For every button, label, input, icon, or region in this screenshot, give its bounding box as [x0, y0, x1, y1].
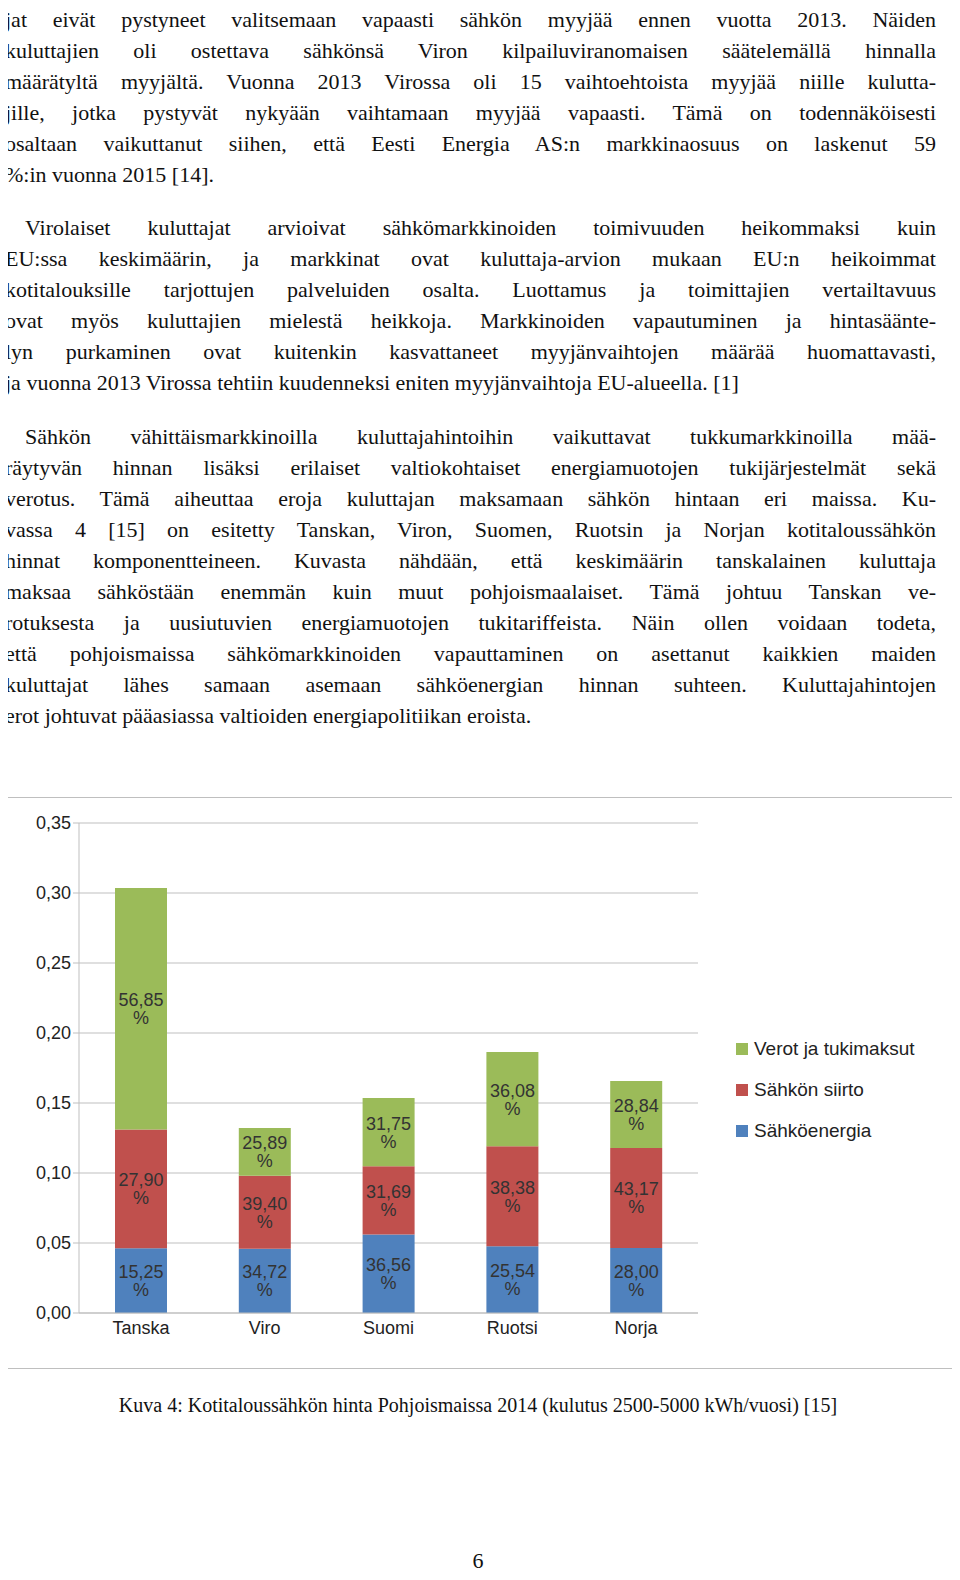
svg-text:0,15: 0,15 [36, 1093, 71, 1113]
html-text:jat eivät pystyneet valitsemaa: jat eivät pystyneet valitsemaan vapaasti… [5, 7, 936, 32]
svg-text:Viro: Viro [249, 1318, 281, 1338]
svg-text:31,75%: 31,75% [366, 1114, 411, 1152]
svg-text:34,72%: 34,72% [242, 1262, 287, 1300]
svg-text:38,38%: 38,38% [490, 1178, 535, 1216]
svg-text:27,90%: 27,90% [118, 1170, 163, 1208]
svg-text:0,05: 0,05 [36, 1233, 71, 1253]
html-text:vassa 4 [15] on esitetty Tansk: vassa 4 [15] on esitetty Tanskan, Viron,… [5, 517, 936, 542]
svg-text:56,85%: 56,85% [118, 990, 163, 1028]
html-text:hinnat komponentteineen. Kuvas: hinnat komponentteineen. Kuvasta nähdään… [5, 548, 936, 573]
svg-text:15,25%: 15,25% [118, 1262, 163, 1300]
svg-text:31,69%: 31,69% [366, 1182, 411, 1220]
html-text:osaltaan vaikuttanut siihen, e: osaltaan vaikuttanut siihen, että Eesti … [5, 131, 936, 156]
svg-text:28,00%: 28,00% [614, 1262, 659, 1300]
html-text:kuluttajien oli ostettava sähk: kuluttajien oli ostettava sähkönsä Viron… [5, 38, 936, 63]
html-text:6: 6 [472, 1548, 484, 1573]
html-text:Virolaiset kuluttajat arvioiva: Virolaiset kuluttajat arvioivat sähkömar… [25, 215, 936, 240]
svg-text:0,25: 0,25 [36, 953, 71, 973]
svg-text:36,08%: 36,08% [490, 1081, 535, 1119]
svg-text:0,20: 0,20 [36, 1023, 71, 1043]
svg-text:43,17%: 43,17% [614, 1179, 659, 1217]
svg-text:25,54%: 25,54% [490, 1261, 535, 1299]
html-text:kotitalouksille tarjottujen pa: kotitalouksille tarjottujen palveluiden … [5, 277, 936, 302]
html-text:ja vuonna 2013 Virossa tehtiin: ja vuonna 2013 Virossa tehtiin kuudennek… [5, 370, 739, 395]
svg-text:28,84%: 28,84% [614, 1096, 659, 1134]
html-text:rotuksesta ja uusiutuvien ener: rotuksesta ja uusiutuvien energiamuotoje… [5, 610, 936, 635]
html-text:Verot ja tukimaksut: Verot ja tukimaksut [754, 1037, 915, 1059]
html-text:räytyvän hinnan lisäksi erilai: räytyvän hinnan lisäksi erilaiset valtio… [5, 455, 936, 480]
html-text:Sähkön vähittäismarkkinoilla k: Sähkön vähittäismarkkinoilla kuluttajahi… [25, 424, 936, 449]
html-text:verotus. Tämä aiheuttaa eroja: verotus. Tämä aiheuttaa eroja kuluttajan… [5, 486, 936, 511]
html-text:maksaa sähköstään enemmän kuin: maksaa sähköstään enemmän kuin muut pohj… [5, 579, 936, 604]
svg-text:0,00: 0,00 [36, 1303, 71, 1323]
svg-text:36,56%: 36,56% [366, 1255, 411, 1293]
svg-text:0,30: 0,30 [36, 883, 71, 903]
svg-text:Norja: Norja [615, 1318, 659, 1338]
svg-text:0,10: 0,10 [36, 1163, 71, 1183]
svg-text:Tanska: Tanska [112, 1318, 170, 1338]
html-text:%:in vuonna 2015 [14].: %:in vuonna 2015 [14]. [5, 162, 214, 187]
html-text:Kuva 4: Kotitaloussähkön hinta: Kuva 4: Kotitaloussähkön hinta Pohjoisma… [118, 1394, 838, 1416]
html-text:jille, jotka pystyvät nykyään: jille, jotka pystyvät nykyään vaihtamaan… [5, 100, 936, 125]
svg-text:0,35: 0,35 [36, 813, 71, 833]
html-text:määrätyltä myyjältä. Vuonna 20: määrätyltä myyjältä. Vuonna 2013 Virossa… [5, 69, 936, 94]
html-text:lyn purkaminen ovat kuitenkin: lyn purkaminen ovat kuitenkin kasvattane… [5, 339, 936, 364]
html-text:Sähköenergia: Sähköenergia [754, 1119, 872, 1141]
html-text:erot johtuvat pääasiassa valti: erot johtuvat pääasiassa valtioiden ener… [5, 703, 532, 728]
svg-text:Ruotsi: Ruotsi [487, 1318, 538, 1338]
html-text:kuluttajat lähes samaan asemaa: kuluttajat lähes samaan asemaan sähköene… [5, 672, 936, 697]
svg-text:Suomi: Suomi [363, 1318, 414, 1338]
svg-text:25,89%: 25,89% [242, 1133, 287, 1171]
html-text:ovat myös kuluttajien mielestä: ovat myös kuluttajien mielestä heikkoja.… [5, 308, 936, 333]
html-text:Sähkön siirto: Sähkön siirto [754, 1078, 864, 1100]
html-text:että pohjoismaissa sähkömarkki: että pohjoismaissa sähkömarkkinoiden vap… [5, 641, 936, 666]
svg-text:39,40%: 39,40% [242, 1194, 287, 1232]
html-text:EU:ssa keskimäärin, ja markkin: EU:ssa keskimäärin, ja markkinat ovat ku… [5, 246, 936, 271]
